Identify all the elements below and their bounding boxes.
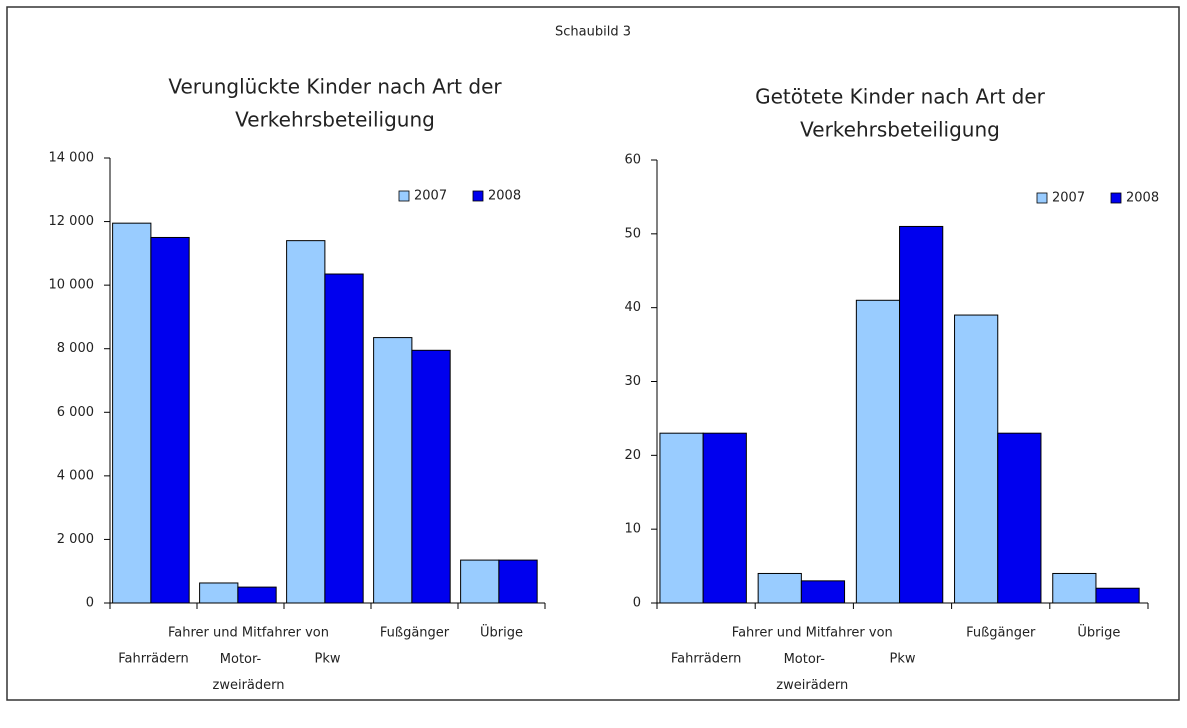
- x-tick-label: Fahrrädern: [118, 652, 189, 667]
- legend-label: 2007: [414, 189, 447, 204]
- bar: [659, 432, 704, 604]
- x-tick-label: Pkw: [890, 652, 916, 667]
- y-tick-label: 10 000: [49, 278, 95, 293]
- y-tick-label: 6 000: [57, 405, 94, 420]
- legend-swatch: [398, 190, 410, 202]
- bar: [800, 580, 846, 604]
- chart-title: Verunglückte Kinder nach Art der: [168, 75, 502, 99]
- y-tick-label: 14 000: [49, 151, 95, 166]
- header: Schaubild 3: [555, 25, 631, 40]
- y-tick-label: 8 000: [57, 341, 94, 356]
- x-tick-label: Fußgänger: [966, 626, 1036, 641]
- bar: [324, 273, 364, 604]
- bar: [150, 236, 190, 604]
- x-tick-label: Übrige: [1077, 624, 1120, 641]
- legend-label: 2008: [1126, 191, 1159, 206]
- x-tick-label: Motor-zweirädern: [213, 652, 285, 693]
- chart-title: Verkehrsbeteiligung: [800, 118, 1000, 142]
- bar: [199, 582, 239, 604]
- y-tick-label: 40: [624, 300, 641, 315]
- y-tick-label: 10: [624, 522, 641, 537]
- y-tick-label: 0: [633, 596, 641, 611]
- bar: [997, 432, 1042, 604]
- group-label: Fahrer und Mitfahrer von: [168, 626, 329, 641]
- bar: [702, 432, 747, 604]
- x-tick-label: Pkw: [315, 652, 341, 667]
- chart-title: Verkehrsbeteiligung: [235, 108, 435, 132]
- bar: [411, 349, 451, 604]
- legend-label: 2007: [1052, 191, 1085, 206]
- y-tick-label: 12 000: [49, 214, 95, 229]
- bar: [373, 337, 413, 604]
- y-tick-label: 4 000: [57, 468, 94, 483]
- y-tick-label: 30: [624, 374, 641, 389]
- bar: [237, 586, 277, 604]
- bar: [855, 299, 901, 604]
- legend-swatch: [472, 190, 484, 202]
- bar: [112, 222, 152, 604]
- y-tick-label: 20: [624, 448, 641, 463]
- legend-swatch: [1110, 192, 1122, 204]
- y-tick-label: 60: [624, 153, 641, 168]
- bar: [286, 240, 326, 604]
- y-tick-label: 50: [624, 226, 641, 241]
- bar: [954, 314, 999, 604]
- chart-title: Getötete Kinder nach Art der: [755, 85, 1046, 109]
- x-tick-label: Fahrrädern: [671, 652, 742, 667]
- bar: [899, 225, 944, 604]
- y-tick-label: 0: [86, 596, 94, 611]
- bar: [757, 572, 802, 604]
- bar: [1052, 572, 1097, 604]
- x-tick-label: Fußgänger: [380, 626, 450, 641]
- x-tick-label: Übrige: [480, 624, 523, 641]
- x-tick-label: Motor-zweirädern: [776, 652, 848, 693]
- bar: [460, 559, 500, 604]
- bar: [1095, 587, 1140, 604]
- y-tick-label: 2 000: [57, 532, 94, 547]
- group-label: Fahrer und Mitfahrer von: [732, 626, 893, 641]
- legend-label: 2008: [488, 189, 521, 204]
- legend-swatch: [1036, 192, 1048, 204]
- bar: [498, 559, 538, 604]
